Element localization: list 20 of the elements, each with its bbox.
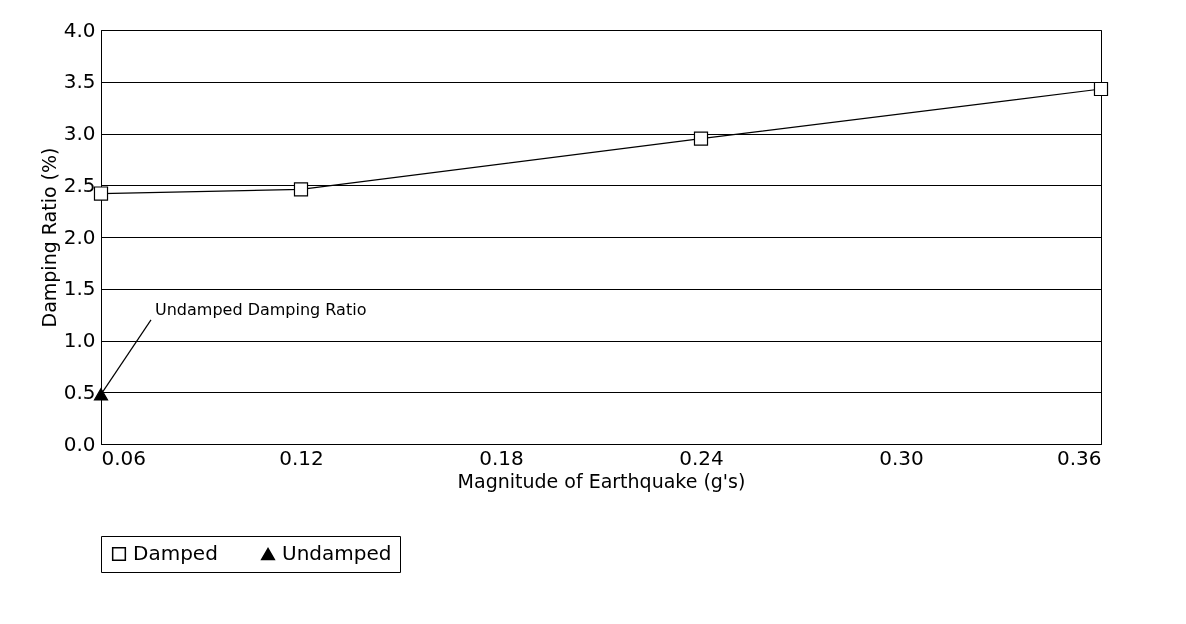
y-tick-label: 1.0: [63, 328, 96, 352]
y-tick-label: 2.5: [63, 172, 96, 197]
x-tick-label: 0.36: [1056, 445, 1102, 470]
x-tick-label: 0.12: [279, 445, 324, 470]
y-tick-label: 0.0: [63, 431, 96, 456]
x-axis-title: Magnitude of Earthquake (g's): [457, 469, 746, 492]
y-tick-label: 2.0: [63, 224, 96, 249]
legend-label: Undamped: [282, 541, 392, 565]
annotation: Undamped Damping Ratio: [155, 299, 367, 319]
x-tick-label: 0.06: [101, 445, 147, 470]
y-axis-title: Damping Ratio (%): [37, 147, 60, 328]
y-tick-label: 1.5: [63, 276, 96, 301]
y-tick-label: 3.5: [63, 69, 96, 94]
y-tick-label: 3.0: [63, 121, 96, 145]
y-tick-label: 4.0: [63, 17, 96, 42]
legend-label: Damped: [133, 541, 218, 565]
x-tick-label: 0.24: [679, 445, 724, 470]
y-tick-label: 0.5: [63, 379, 96, 404]
x-tick-label: 0.30: [879, 445, 924, 470]
x-tick-label: 0.18: [479, 445, 524, 470]
